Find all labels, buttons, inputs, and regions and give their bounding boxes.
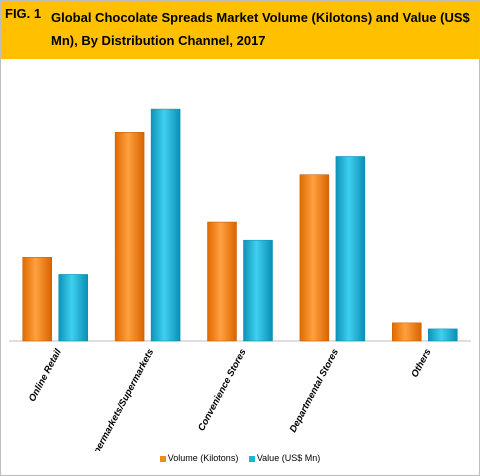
bar-volume-0 — [22, 257, 52, 342]
title-banner: FIG. 1 Global Chocolate Spreads Market V… — [1, 1, 479, 59]
bar-value-0 — [58, 274, 88, 342]
x-tick-label-2: Convenience Stores — [196, 347, 249, 433]
x-tick-label-4: Others — [409, 347, 433, 379]
bar-value-4 — [428, 328, 458, 342]
bar-value-3 — [335, 156, 366, 342]
legend-item-value: Value (US$ Mn) — [248, 453, 321, 463]
x-tick-label-1: Hypermarkets/Supermarkets — [86, 347, 156, 451]
bar-value-1 — [150, 108, 181, 342]
legend: Volume (Kilotons) Value (US$ Mn) — [1, 453, 479, 463]
bar-chart: Online Retail Hypermarkets/Supermarkets Co… — [9, 108, 471, 451]
x-tick-label-3: Departmental Stores — [288, 347, 341, 434]
legend-label-volume: Volume (Kilotons) — [167, 453, 239, 463]
bar-volume-3 — [299, 174, 330, 342]
legend-swatch-volume — [159, 455, 166, 462]
bar-volume-2 — [207, 221, 237, 342]
bar-volume-4 — [392, 322, 422, 342]
x-tick-label-0: Online Retail — [27, 347, 64, 404]
figure-label: FIG. 1 — [5, 6, 42, 21]
legend-swatch-value — [248, 455, 255, 462]
legend-item-volume: Volume (Kilotons) — [159, 453, 239, 463]
bar-value-2 — [243, 239, 273, 342]
bar-volume-1 — [114, 132, 145, 342]
chart-title: Global Chocolate Spreads Market Volume (… — [51, 10, 470, 48]
legend-label-value: Value (US$ Mn) — [256, 453, 321, 463]
